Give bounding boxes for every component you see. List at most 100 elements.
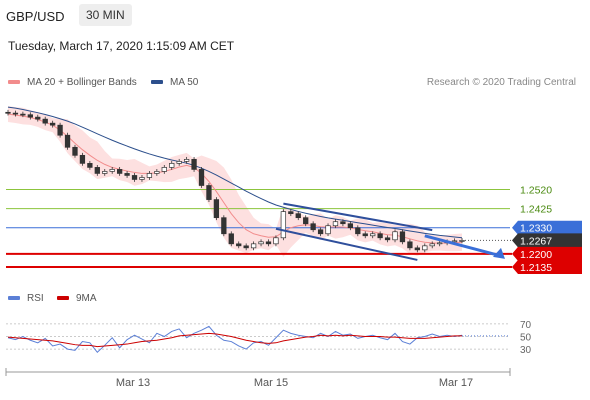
candle-body [169,163,175,168]
candle-body [429,243,435,247]
candle-body [280,211,287,239]
ma9-swatch [57,296,69,301]
legend-ma9-label: 9MA [76,293,97,304]
x-tick-label: Mar 15 [254,377,288,389]
candle-body [355,227,361,235]
candle-body [102,171,108,174]
candle-body [191,159,197,170]
candle-body [198,169,205,186]
candle-body [176,161,182,164]
candle-body [183,159,190,162]
candle-body [332,221,339,227]
candle-body [206,185,212,200]
candle-body [451,240,458,243]
rsi-line [7,325,463,353]
candle-body [422,245,428,251]
x-tick-label: Mar 13 [116,377,150,389]
candle-body [109,169,115,172]
candle-body [265,241,272,245]
legend-rsi-label: RSI [27,293,44,304]
candle-body [243,245,249,249]
ma20-line [7,113,463,244]
forecast-arrow-shaft [424,234,502,258]
candle-body [250,243,257,249]
rsi-swatch [8,296,20,301]
candle-body [42,118,48,124]
candle-body [228,233,234,245]
candle-body [317,229,324,235]
candle-body [124,173,130,176]
candle-body [362,233,368,237]
candle-body [12,112,19,115]
top-bar: GBP/USD 30 MIN [0,0,590,34]
level-label-1.2267: 1.2267 [520,235,552,247]
candle-body [310,223,316,231]
bollinger-band [8,106,462,257]
trendline-lower [275,227,418,261]
legend-ma20: MA 20 + Bollinger Bands [8,77,137,88]
candle-body [459,240,465,242]
candle-body [399,231,406,243]
legend-ma50: MA 50 [151,77,198,88]
candle-body [50,122,56,126]
level-tag-1.2330 [512,220,582,235]
candle-body [236,243,242,247]
level-tag-1.2135 [512,259,582,274]
candle-body [370,233,376,237]
candle-body [347,223,354,229]
candle-body [161,167,167,172]
candle-body [437,242,443,245]
ma20-swatch [8,80,20,85]
candle-body [295,213,301,219]
candle-body [139,177,145,180]
x-tick-label: Mar 17 [439,377,473,389]
candle-body [407,241,413,249]
trendline-upper [283,202,433,232]
ma50-swatch [151,80,163,85]
candle-body [303,217,309,225]
candle-body [377,233,383,239]
level-label-1.2425: 1.2425 [520,204,552,216]
level-label-1.2135: 1.2135 [520,262,552,274]
ma9-line [7,332,462,348]
candle-body [116,169,123,174]
level-tag-1.2267 [512,233,582,248]
candle-body [64,134,71,148]
level-label-1.2520: 1.2520 [520,185,552,197]
candle-body [20,113,26,116]
candle-body [57,124,63,136]
level-tag-1.2200 [512,246,582,261]
candle-body [213,199,220,219]
candle-body [221,217,227,235]
candle-body [325,225,331,235]
timeframe-badge[interactable]: 30 MIN [79,4,132,26]
candle-body [27,114,33,118]
rsi-tick-70: 70 [520,320,532,331]
legend-rsi: RSI [8,293,44,304]
candle-body [258,241,264,245]
candle-body [35,116,41,120]
level-label-1.2200: 1.2200 [520,249,552,261]
rsi-tick-30: 30 [520,345,532,356]
legend-ma50-label: MA 50 [170,77,199,88]
candle-body [94,167,100,174]
pair-title: GBP/USD [6,9,65,24]
candle-body [5,111,11,114]
candle-body [154,171,160,174]
candle-body [384,237,391,241]
rsi-tick-50: 50 [520,333,532,344]
legend-ma9: 9MA [57,293,97,304]
chart-datetime: Tuesday, March 17, 2020 1:15:09 AM CET [8,39,235,53]
forecast-arrow-head [493,247,505,259]
level-label-1.2330: 1.2330 [520,223,552,235]
candle-body [392,231,398,241]
candle-body [146,173,153,178]
ma50-line [7,106,463,239]
candle-body [288,211,294,215]
candle-body [72,146,78,156]
candle-body [414,247,420,251]
candle-body [87,163,93,168]
candle-body [131,175,138,180]
candle-body [273,237,279,245]
